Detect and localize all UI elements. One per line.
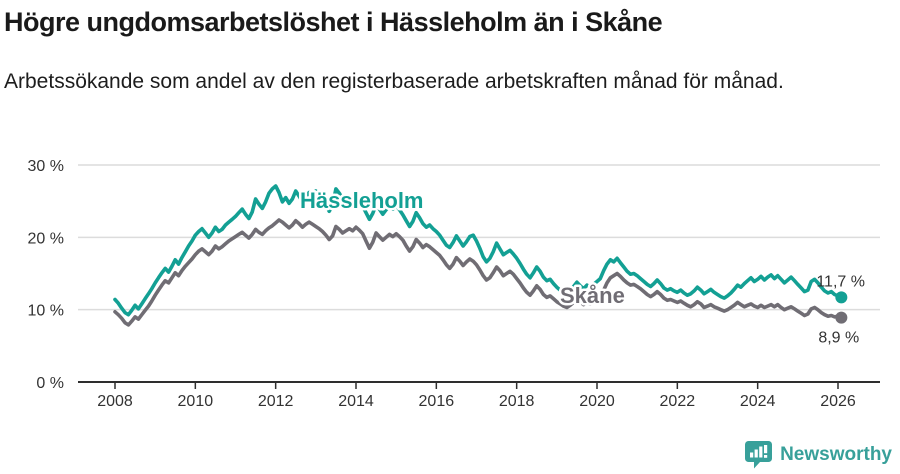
newsworthy-chart-bubble-icon	[745, 441, 773, 469]
x-tick-label: 2018	[499, 393, 535, 410]
x-tick-label: 2022	[660, 393, 696, 410]
page-title: Högre ungdomsarbetslöshet i Hässleholm ä…	[4, 7, 663, 37]
newsworthy-logo: Newsworthy	[744, 440, 892, 469]
x-tick-label: 2020	[579, 393, 615, 410]
y-tick-label: 0 %	[36, 375, 64, 392]
x-tick-label: 2010	[178, 393, 214, 410]
hassleholm-series-label: Hässleholm	[300, 188, 424, 213]
hassleholm-end-value-label: 11,7 %	[816, 273, 865, 290]
hassleholm-end-dot	[835, 291, 848, 304]
x-tick-label: 2026	[820, 393, 856, 410]
x-tick-label: 2014	[338, 393, 374, 410]
skane-series-label: Skåne	[560, 283, 625, 308]
x-tick-label: 2008	[97, 393, 133, 410]
skane-line	[113, 218, 844, 327]
x-tick-label: 2012	[258, 393, 294, 410]
skane-end-dot	[835, 311, 848, 324]
x-tick-label: 2024	[740, 393, 776, 410]
x-tick-label: 2016	[419, 393, 455, 410]
y-tick-label: 20 %	[28, 230, 64, 247]
y-tick-label: 30 %	[28, 158, 64, 175]
hassleholm-line	[113, 184, 844, 317]
chart-subtitle: Arbetssökande som andel av den registerb…	[4, 69, 784, 93]
chart-header: Högre ungdomsarbetslöshet i Hässleholm ä…	[4, 6, 884, 97]
brand-name: Newsworthy	[780, 443, 892, 465]
skane-end-value-label: 8,9 %	[818, 330, 859, 347]
y-tick-label: 10 %	[28, 303, 64, 320]
